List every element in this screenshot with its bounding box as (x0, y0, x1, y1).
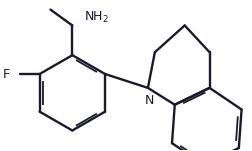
Text: N: N (145, 94, 154, 107)
Text: F: F (3, 67, 10, 80)
Text: NH$_2$: NH$_2$ (84, 10, 109, 25)
